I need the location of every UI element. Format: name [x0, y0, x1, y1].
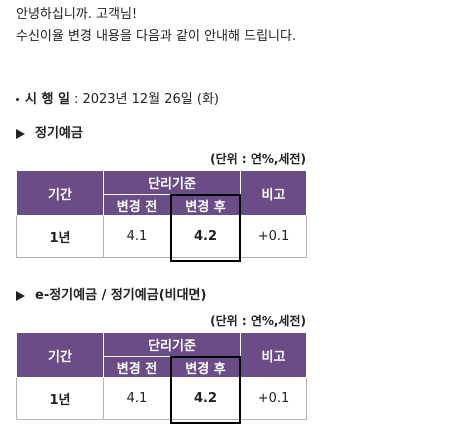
header-cell: 기간 [16, 170, 104, 216]
data-cell: +0.1 [240, 377, 307, 420]
section-title-text: e-정기예금 / 정기예금(비대면) [35, 288, 207, 303]
bullet [16, 98, 19, 101]
header-cell: 기간 [16, 332, 104, 378]
unit-note: (단위 : 연%,세전) [210, 314, 306, 328]
arrow-icon [16, 290, 25, 301]
data-row: 1년 4.1 4.2 +0.1 [16, 215, 307, 258]
effective-date: 시 행 일: 2023년 12월 26일 (화) [16, 88, 219, 107]
data-cell: +0.1 [240, 215, 307, 258]
data-cell: 4.1 [103, 377, 171, 420]
header-cell: 단리기준 [103, 332, 241, 357]
data-cell: 1년 [16, 377, 104, 420]
unit-note: (단위 : 연%,세전) [210, 152, 306, 166]
header-cell: 변경 후 [170, 194, 241, 216]
rate-table: 기간 단리기준 비고 변경 전 변경 후 1년 4.1 4.2 +0.1 [16, 332, 307, 420]
header-row: 기간 단리기준 비고 [16, 170, 307, 216]
data-cell: 4.1 [103, 215, 171, 258]
greeting-line: 수신이율 변경 내용을 다음과 같이 안내해 드립니다. [16, 29, 297, 44]
rate-table: 기간 단리기준 비고 변경 전 변경 후 1년 4.1 4.2 +0.1 [16, 170, 307, 258]
effective-label: 시 행 일 [25, 92, 70, 107]
header-cell: 비고 [240, 332, 307, 378]
header-row: 변경 전 변경 후 [17, 194, 307, 216]
header-cell: 비고 [240, 170, 307, 216]
data-cell: 4.2 [170, 215, 241, 258]
header-cell: 변경 후 [170, 356, 241, 378]
greeting-line: 안녕하십니까. 고객님! [16, 7, 138, 22]
data-cell: 1년 [16, 215, 104, 258]
section-title: 정기예금 [16, 122, 83, 141]
data-row: 1년 4.1 4.2 +0.1 [16, 377, 307, 420]
header-row: 기간 단리기준 비고 [16, 332, 307, 378]
header-cell: 단리기준 [103, 170, 241, 195]
header-cell: 변경 전 [103, 356, 171, 378]
section-title: e-정기예금 / 정기예금(비대면) [16, 284, 206, 303]
effective-value: : 2023년 12월 26일 (화) [73, 92, 219, 107]
section-title-text: 정기예금 [35, 126, 83, 141]
arrow-icon [16, 128, 25, 139]
data-cell: 4.2 [170, 377, 241, 420]
header-cell: 변경 전 [103, 194, 171, 216]
